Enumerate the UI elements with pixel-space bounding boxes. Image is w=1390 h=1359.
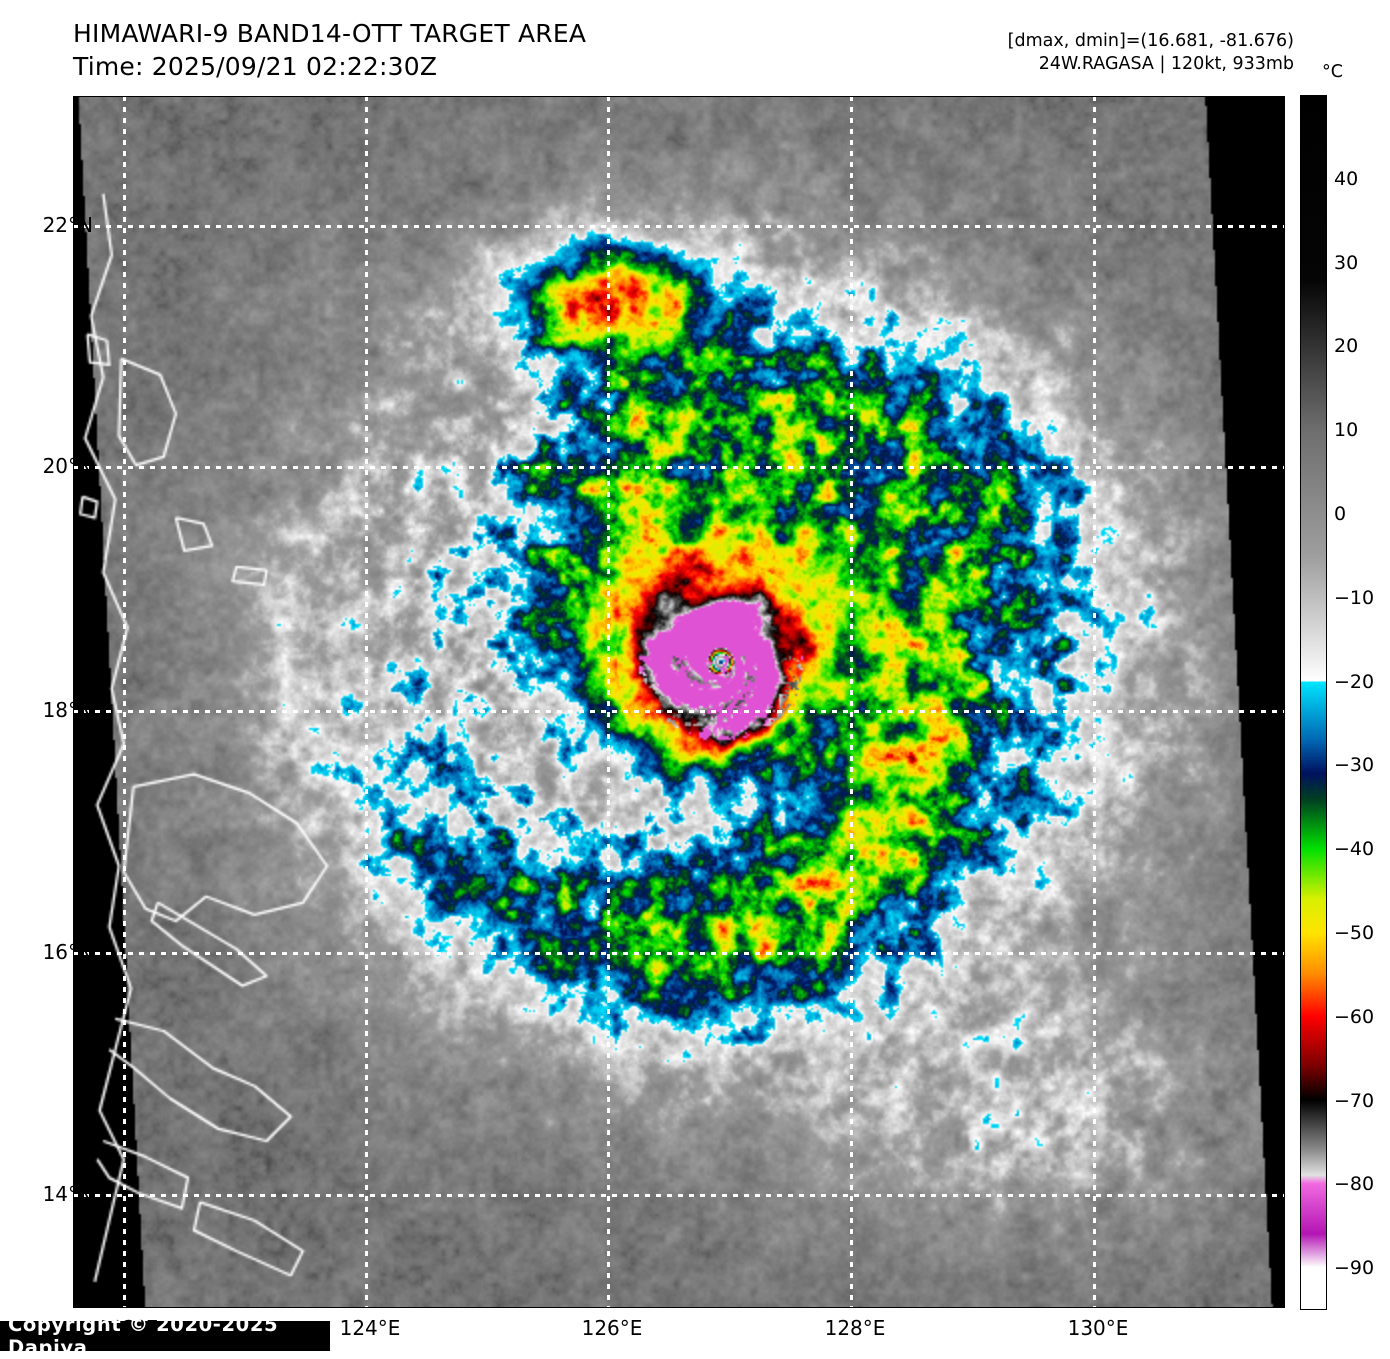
lon-tick-130: 130°E [1067,1316,1129,1340]
lon-tick-128: 128°E [824,1316,886,1340]
colorbar-tick-7: −30 [1334,754,1375,777]
colorbar-tick-0: 40 [1334,167,1359,190]
lat-tick-20: 20°N [42,454,93,478]
colorbar-tick-6: −20 [1334,670,1375,693]
lat-tick-18: 18°N [42,698,93,722]
storm-info-label: 24W.RAGASA | 120kt, 933mb [1038,53,1294,74]
colorbar-tick-13: −90 [1334,1257,1375,1280]
copyright-text: Copyright © 2020-2025 Dapiya [8,1313,279,1359]
header-meta-block: [dmax, dmin]=(16.681, -81.676) 24W.RAGAS… [1008,30,1294,76]
header-title-block: HIMAWARI-9 BAND14-OTT TARGET AREA Time: … [73,18,586,83]
dmax-dmin-label: [dmax, dmin]=(16.681, -81.676) [1007,31,1294,51]
colorbar-tick-11: −70 [1334,1089,1375,1112]
lat-tick-14: 14°N [42,1182,93,1206]
lat-tick-16: 16°N [42,940,93,964]
lon-tick-124: 124°E [339,1316,401,1340]
lon-tick-126: 126°E [581,1316,643,1340]
infrared-satellite-heatmap [73,96,1285,1308]
colorbar-tick-9: −50 [1334,921,1375,944]
page-title: HIMAWARI-9 BAND14-OTT TARGET AREA [73,19,587,48]
timestamp-label: Time: 2025/09/21 02:22:30Z [73,51,438,81]
colorbar-tick-12: −80 [1334,1173,1375,1196]
colorbar-tick-3: 10 [1334,419,1359,442]
satellite-image-panel [73,96,1285,1308]
lat-tick-22: 22°N [42,213,93,237]
temperature-colorbar [1300,95,1327,1310]
colorbar-tick-10: −60 [1334,1005,1375,1028]
colorbar-gradient [1301,96,1326,1309]
colorbar-tick-2: 20 [1334,335,1359,358]
colorbar-unit-label: °C [1322,62,1343,82]
colorbar-tick-1: 30 [1334,251,1359,274]
colorbar-tick-8: −40 [1334,838,1375,861]
colorbar-tick-4: 0 [1334,502,1347,525]
colorbar-tick-5: −10 [1334,586,1375,609]
copyright-banner: Copyright © 2020-2025 Dapiya [0,1313,330,1359]
